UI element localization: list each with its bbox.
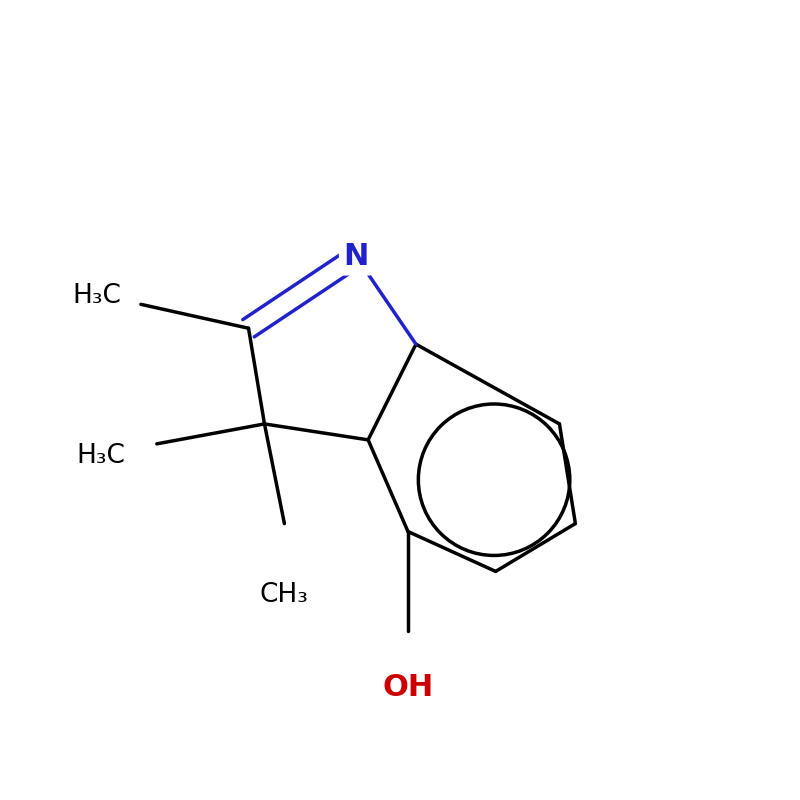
Text: OH: OH (382, 673, 434, 702)
Text: N: N (343, 242, 369, 271)
Text: H₃C: H₃C (73, 283, 122, 310)
Text: H₃C: H₃C (77, 443, 126, 469)
Text: CH₃: CH₃ (260, 582, 309, 608)
